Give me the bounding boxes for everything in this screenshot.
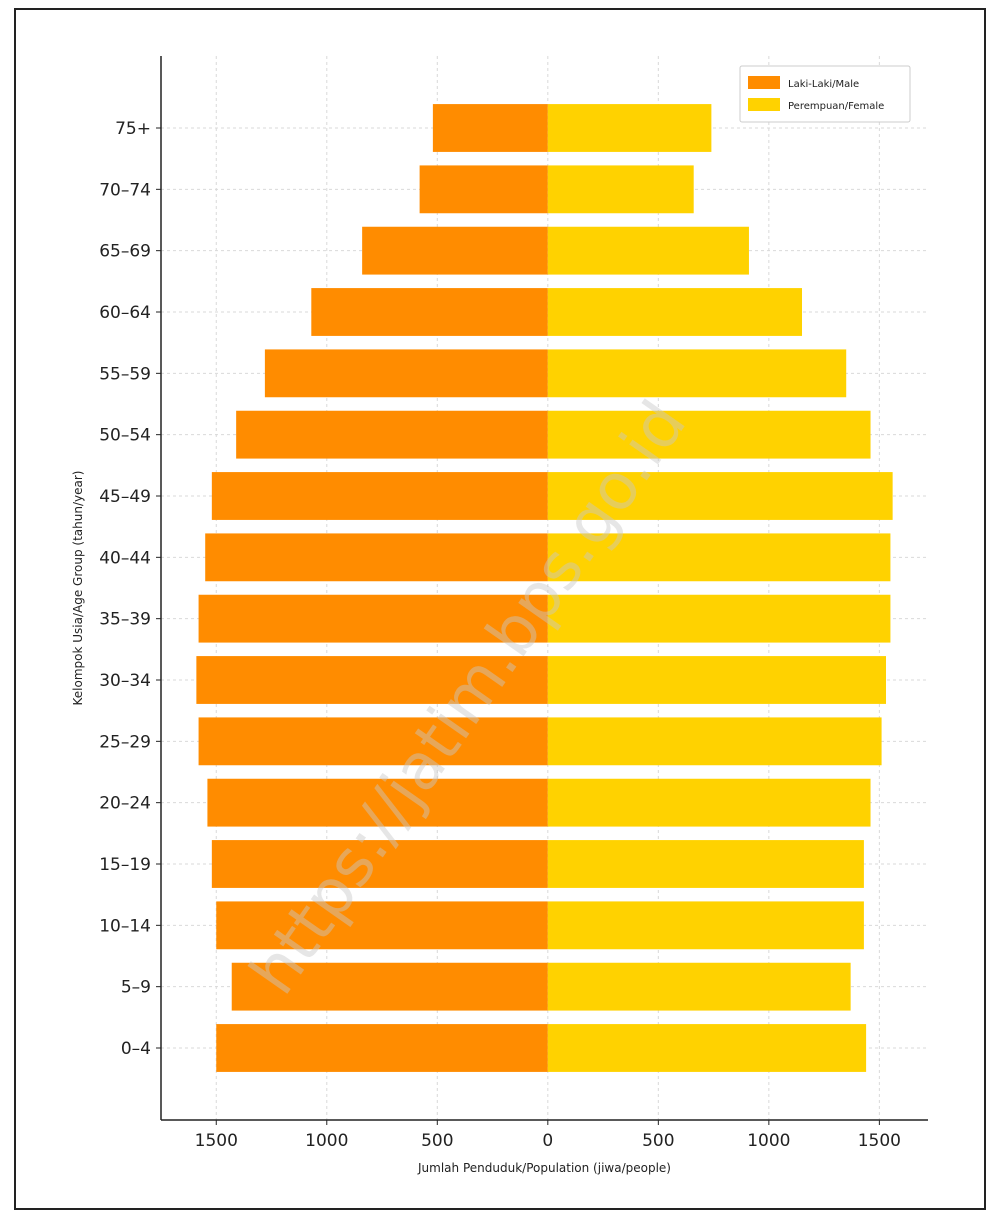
y-tick-label-25-29: 25–29	[99, 732, 151, 752]
y-tick-label-70-74: 70–74	[99, 180, 151, 200]
y-tick-label-35-39: 35–39	[99, 610, 151, 630]
population-pyramid-chart: https://jatim.bps.go.id 0–45–910–1415–19…	[71, 56, 928, 1175]
male-bar-50-54	[236, 410, 548, 459]
y-tick-label-65-69: 65–69	[99, 242, 151, 262]
x-tick-label-1: 1000	[305, 1131, 348, 1151]
x-axis-label: Jumlah Penduduk/Population (jiwa/people)	[417, 1161, 671, 1175]
chart-frame: https://jatim.bps.go.id 0–4 5–9 10–14 15–19…	[14, 8, 986, 1210]
male-bar-25-29	[198, 717, 548, 766]
y-tick-label-30-34: 30–34	[99, 671, 151, 691]
legend-label-1: Perempuan/Female	[788, 101, 884, 112]
male-bar-0-4	[216, 1024, 548, 1072]
male-bar-30-34	[196, 656, 548, 704]
x-tick-label-3: 0	[542, 1131, 553, 1151]
female-bar-10-14	[547, 901, 864, 950]
female-bar-50-54	[547, 410, 871, 459]
axes	[156, 56, 928, 1125]
female-bar-20-24	[547, 778, 871, 827]
female-bar-45-49	[547, 472, 893, 520]
x-tick-label-4: 500	[642, 1131, 674, 1151]
female-bar-65-69	[547, 226, 749, 275]
y-tick-label-55-59: 55–59	[99, 364, 151, 384]
y-tick-label-60-64: 60–64	[99, 303, 151, 323]
x-tick-label-5: 1000	[747, 1131, 790, 1151]
female-bar-15-19	[547, 840, 864, 888]
x-tick-label-0: 1500	[195, 1131, 238, 1151]
legend-label-0: Laki-Laki/Male	[788, 79, 859, 90]
male-bar-10-14	[216, 901, 548, 950]
y-tick-label-50-54: 50–54	[99, 426, 151, 446]
male-bar-75+	[432, 104, 548, 152]
y-tick-label-15-19: 15–19	[99, 855, 151, 875]
male-bar-5-9	[231, 962, 548, 1011]
male-bar-60-64	[311, 288, 548, 336]
male-bar-20-24	[207, 778, 548, 827]
female-bar-30-34	[547, 656, 887, 704]
y-tick-label-10-14: 10–14	[99, 916, 151, 936]
male-bar-55-59	[264, 349, 548, 398]
y-tick-label-40-44: 40–44	[99, 548, 151, 568]
male-bar-40-44	[205, 533, 548, 582]
male-bar-15-19	[211, 840, 548, 888]
legend-box	[739, 65, 911, 123]
y-tick-label-20-24: 20–24	[99, 794, 151, 814]
female-bar-5-9	[547, 962, 851, 1011]
female-bar-75+	[547, 104, 712, 152]
y-tick-label-5-9: 5–9	[121, 978, 151, 998]
male-bar-35-39	[198, 594, 548, 643]
y-tick-label-0-4: 0–4	[121, 1039, 151, 1059]
x-tick-label-6: 1500	[858, 1131, 901, 1151]
y-tick-label-45-49: 45–49	[99, 487, 151, 507]
y-axis-label: Kelompok Usia/Age Group (tahun/year)	[71, 471, 85, 706]
bars	[196, 104, 893, 1072]
tick-labels: 0–4 5–9 10–14 15–19 20–24 25–29 30–34 35–39 40–4…	[99, 119, 901, 1151]
y-tick-label-75+: 75+	[115, 119, 151, 139]
female-bar-70-74	[547, 165, 694, 214]
female-bar-55-59	[547, 349, 847, 398]
female-bar-25-29	[547, 717, 882, 766]
legend-swatch-1	[748, 98, 780, 111]
male-bar-45-49	[211, 472, 548, 520]
legend-swatch-0	[748, 76, 780, 89]
female-bar-40-44	[547, 533, 891, 582]
x-tick-label-2: 500	[421, 1131, 453, 1151]
male-bar-70-74	[419, 165, 548, 214]
female-bar-0-4	[547, 1024, 867, 1072]
female-bar-60-64	[547, 288, 803, 336]
female-bar-35-39	[547, 594, 891, 643]
male-bar-65-69	[362, 226, 548, 275]
legend: Laki-Laki/Male Perempuan/Female	[739, 65, 911, 123]
